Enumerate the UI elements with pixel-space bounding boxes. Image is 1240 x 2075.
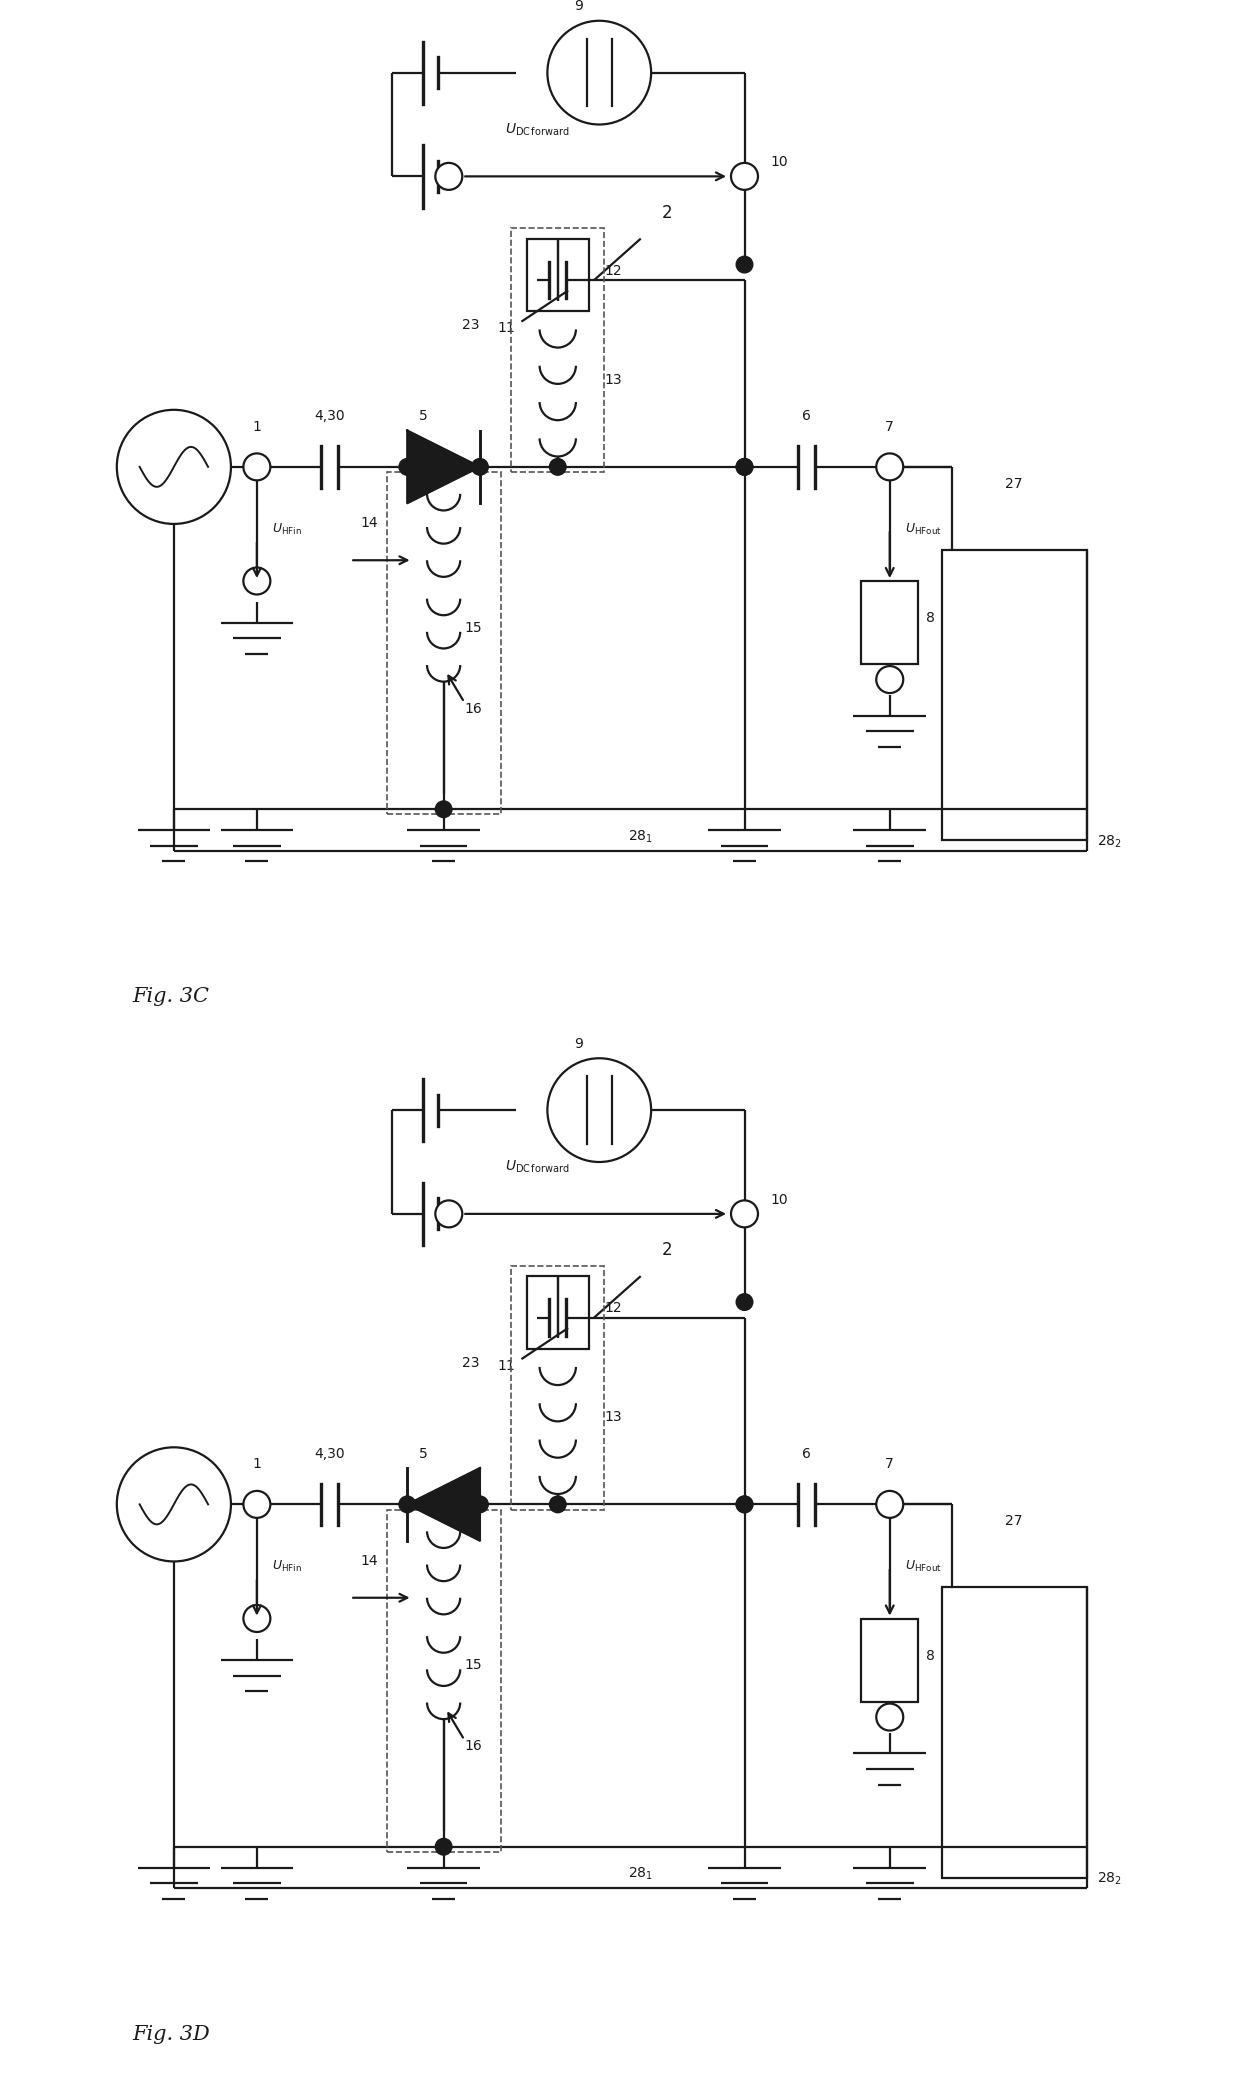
Text: 7: 7 [885,419,894,434]
Circle shape [471,1496,489,1513]
Text: Fig. 3C: Fig. 3C [133,988,210,1006]
Bar [387,1511,501,1851]
Circle shape [435,801,451,818]
Bar [527,239,589,311]
Bar [387,473,501,815]
Circle shape [471,459,489,475]
Circle shape [732,1199,758,1226]
Circle shape [399,459,415,475]
Text: $28_1$: $28_1$ [629,1865,653,1882]
Circle shape [877,666,903,693]
Text: 14: 14 [361,1554,378,1567]
Text: Fig. 3D: Fig. 3D [133,2025,210,2044]
Text: $U_{\mathrm{HFout}}$: $U_{\mathrm{HFout}}$ [905,1558,942,1575]
Text: 8: 8 [926,1650,935,1662]
Bar [511,228,604,473]
Text: $U_{\mathrm{HFin}}$: $U_{\mathrm{HFin}}$ [273,1558,303,1575]
Circle shape [435,1496,451,1513]
Bar [511,1266,604,1511]
Polygon shape [407,432,480,504]
Text: 4,30: 4,30 [314,1446,345,1461]
Circle shape [117,411,231,525]
Circle shape [732,162,758,191]
Bar [527,1276,589,1349]
Circle shape [549,1496,565,1513]
Text: $28_1$: $28_1$ [629,828,653,845]
Circle shape [399,1496,415,1513]
Circle shape [737,1295,753,1311]
Text: 27: 27 [1006,477,1023,490]
Circle shape [737,255,753,274]
Text: 12: 12 [604,1301,622,1316]
Circle shape [243,1606,270,1631]
Polygon shape [407,1469,480,1540]
Circle shape [877,452,903,481]
Text: 1: 1 [253,419,262,434]
Text: 7: 7 [885,1457,894,1471]
Circle shape [243,1490,270,1519]
Circle shape [243,452,270,481]
Text: 27: 27 [1006,1515,1023,1527]
Text: 6: 6 [802,1446,811,1461]
Text: 5: 5 [419,409,428,423]
Circle shape [117,1448,231,1560]
Circle shape [737,1496,753,1513]
Circle shape [737,459,753,475]
Text: 11: 11 [497,1359,515,1372]
Text: $28_2$: $28_2$ [1097,1872,1122,1888]
Bar [862,581,919,664]
Circle shape [435,162,463,191]
Bar [941,1587,1087,1878]
Circle shape [243,569,270,593]
Circle shape [435,1199,463,1226]
Text: 16: 16 [464,1739,482,1753]
Text: 23: 23 [463,1355,480,1370]
Circle shape [435,459,451,475]
Bar [941,550,1087,840]
Text: $U_{\mathrm{DC\,forward}}$: $U_{\mathrm{DC\,forward}}$ [505,122,569,137]
Text: $U_{\mathrm{HFin}}$: $U_{\mathrm{HFin}}$ [273,521,303,537]
Circle shape [877,1490,903,1519]
Text: $U_{\mathrm{DC\,forward}}$: $U_{\mathrm{DC\,forward}}$ [505,1160,569,1174]
Text: 6: 6 [802,409,811,423]
Circle shape [877,1704,903,1731]
Circle shape [737,1496,753,1513]
Circle shape [547,21,651,124]
Text: 16: 16 [464,701,482,716]
Text: 15: 15 [464,620,482,635]
Text: 10: 10 [770,1193,789,1206]
Text: 23: 23 [463,317,480,332]
Circle shape [547,1058,651,1162]
Text: 2: 2 [661,1241,672,1260]
Circle shape [549,459,565,475]
Bar [862,1618,919,1701]
Text: 11: 11 [497,322,515,334]
Text: 8: 8 [926,612,935,625]
Circle shape [737,459,753,475]
Text: 2: 2 [661,203,672,222]
Text: 13: 13 [604,374,622,386]
Text: 4,30: 4,30 [314,409,345,423]
Text: 5: 5 [419,1446,428,1461]
Text: 14: 14 [361,517,378,529]
Text: 10: 10 [770,156,789,168]
Text: 13: 13 [604,1411,622,1423]
Circle shape [435,1838,451,1855]
Text: 12: 12 [604,264,622,278]
Text: $28_2$: $28_2$ [1097,834,1122,851]
Text: 15: 15 [464,1658,482,1672]
Text: 9: 9 [574,1038,583,1050]
Text: 9: 9 [574,0,583,12]
Text: 1: 1 [253,1457,262,1471]
Text: $U_{\mathrm{HFout}}$: $U_{\mathrm{HFout}}$ [905,521,942,537]
